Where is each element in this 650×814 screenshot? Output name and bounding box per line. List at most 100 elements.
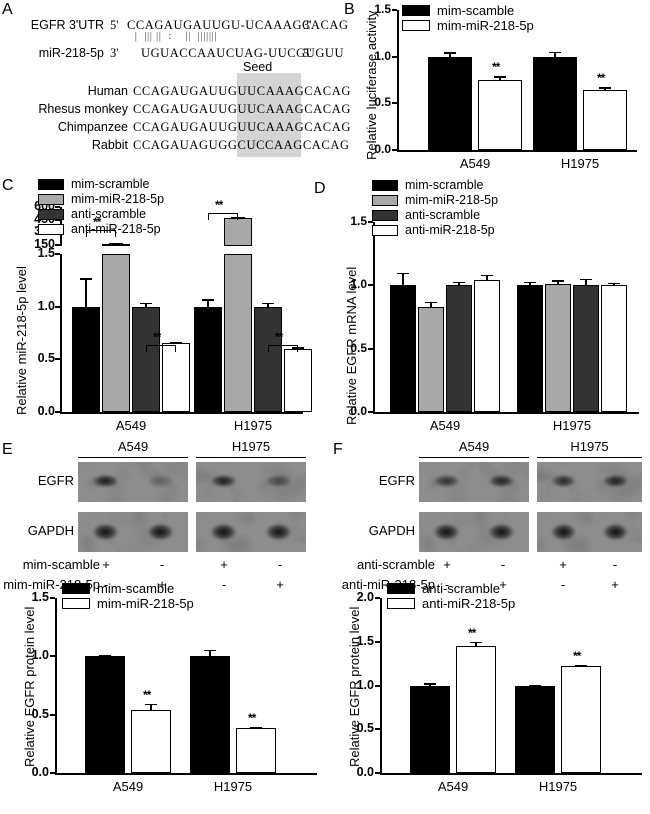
species-sequence-0: CCAGAUGAUUGUUCAAAGCACAG — [133, 84, 351, 98]
error-cap-A549-3 — [170, 341, 182, 344]
condition-row-label-0: anti-scramble — [356, 557, 435, 572]
y-tick-2 — [375, 684, 380, 687]
panel-e-label: E — [2, 441, 13, 458]
legend-label-0: mim-scamble — [97, 581, 175, 596]
species-name-2: Chimpanzee — [57, 120, 128, 134]
species-name-3: Rabbit — [91, 138, 128, 152]
legend-swatch-1 — [372, 195, 398, 206]
bar-A549-0 — [85, 656, 125, 773]
group-label-A549: A549 — [115, 418, 147, 433]
y-tick-2 — [392, 55, 397, 58]
bar-H1975-0 — [515, 685, 555, 773]
cell-line-rule-0 — [419, 457, 529, 459]
error-bar-A549-1 — [499, 76, 501, 81]
bar-A549-0 — [72, 306, 100, 412]
error-cap-A549-0 — [397, 272, 409, 274]
egfr-3utr-name: EGFR 3'UTR — [30, 18, 104, 32]
band-gapdh-0-1 — [484, 521, 519, 543]
condition-value-0-2: + — [559, 557, 567, 572]
y-tick-label-lower-2: 1.0 — [37, 298, 55, 313]
y-tick-lower-1 — [55, 358, 60, 361]
legend-swatch-0 — [62, 583, 90, 594]
species-sequence-2: CCAGAUGAUUGUUCAAAGCACAG — [133, 120, 351, 134]
y-tick-2 — [50, 655, 55, 658]
condition-value-1-3: + — [276, 577, 284, 592]
legend-label-1: mim-miR-218-5p — [71, 192, 165, 206]
blot-row-label-gapdh: GAPDH — [368, 523, 415, 538]
condition-value-1-0: - — [444, 577, 450, 592]
panel-a-label: A — [2, 1, 13, 18]
panel-f: F A549H1975EGFRGAPDHanti-scramble+-+-ant… — [325, 437, 650, 814]
legend-swatch-1 — [387, 598, 415, 609]
y-axis — [373, 222, 375, 413]
condition-value-1-2: - — [560, 577, 566, 592]
error-bar-A549-2 — [458, 282, 460, 286]
error-bar-A549-1 — [430, 301, 432, 307]
bar-A549-2 — [132, 306, 160, 412]
y-tick-1 — [368, 347, 373, 350]
legend-label-0: mim-scramble — [405, 178, 484, 192]
bar-H1975-2 — [254, 306, 282, 412]
significance-bracket-0 — [86, 230, 116, 237]
legend-label-0: mim-scamble — [437, 3, 515, 18]
band-egfr-0-1 — [143, 472, 178, 490]
bar-H1975-0 — [194, 306, 222, 412]
seed-label: Seed — [243, 60, 273, 74]
bar-A549-0 — [390, 285, 416, 412]
panel-d-label: D — [314, 180, 326, 197]
condition-row-label-0: mim-scamble — [22, 557, 100, 572]
error-bar-A549-1 — [150, 703, 152, 710]
cell-line-label-1: H1975 — [570, 439, 609, 454]
cell-line-label-0: A549 — [117, 439, 149, 454]
x-axis — [55, 773, 317, 775]
blot-box-egfr-1 — [196, 462, 306, 502]
bar-A549-0 — [410, 685, 450, 773]
y-tick-1 — [375, 728, 380, 731]
blot-box-gapdh-0 — [419, 512, 529, 552]
blot-box-gapdh-1 — [196, 512, 306, 552]
legend-swatch-2 — [372, 210, 398, 221]
bar-H1975-3 — [284, 348, 312, 412]
error-cap-H1975-3 — [608, 282, 620, 285]
error-bar-H1975-1 — [557, 280, 559, 285]
y-tick-4 — [375, 597, 380, 599]
panel-c: C Relative miR-218-5p level 0.0 0.5 1.0 1.5… — [0, 175, 312, 437]
legend-label-1: mim-miR-218-5p — [405, 193, 499, 207]
condition-value-1-0: - — [103, 577, 109, 592]
error-cap-A549-1 — [109, 243, 123, 245]
band-egfr-1-0 — [206, 472, 241, 490]
blot-box-egfr-0 — [419, 462, 529, 502]
x-axis — [397, 150, 637, 152]
significance-bracket-2 — [208, 213, 238, 220]
significance-stars-0: ** — [143, 687, 151, 702]
y-tick-label-2: 1.0 — [31, 648, 49, 663]
bar-A549-3 — [474, 280, 500, 412]
species-sequence-3: CCAGAUAGUGGCUCCAAGCACAG — [133, 138, 350, 152]
seed-highlight-box — [237, 73, 301, 157]
error-cap-H1975-0 — [549, 52, 561, 54]
y-tick-0 — [375, 772, 380, 774]
bar-H1975-1-lower — [224, 254, 252, 412]
panel-b-label: B — [344, 1, 355, 18]
error-bar-A549-2 — [145, 302, 147, 307]
error-cap-H1975-0 — [204, 649, 216, 652]
cell-line-rule-1 — [537, 457, 642, 459]
band-gapdh-1-0 — [546, 521, 580, 543]
y-axis — [380, 598, 382, 774]
y-tick-label-0: 0.0 — [356, 765, 374, 779]
significance-stars-0: ** — [468, 626, 476, 641]
legend-swatch-2 — [38, 209, 64, 220]
bar-H1975-0 — [190, 656, 230, 773]
error-cap-H1975-1 — [231, 217, 245, 219]
y-tick-lower-2 — [55, 305, 60, 308]
legend-swatch-1 — [62, 598, 90, 609]
y-tick-3 — [375, 640, 380, 643]
y-tick-label-0: 0.0 — [350, 404, 367, 418]
error-cap-A549-1 — [494, 76, 506, 78]
y-tick-label-0: 0.0 — [374, 142, 391, 156]
y-tick-lower-0 — [55, 411, 60, 413]
error-cap-H1975-0 — [529, 684, 541, 686]
y-tick-label-1: 0.5 — [374, 95, 391, 110]
error-cap-A549-1 — [145, 703, 157, 705]
cell-line-label-0: A549 — [458, 439, 490, 454]
